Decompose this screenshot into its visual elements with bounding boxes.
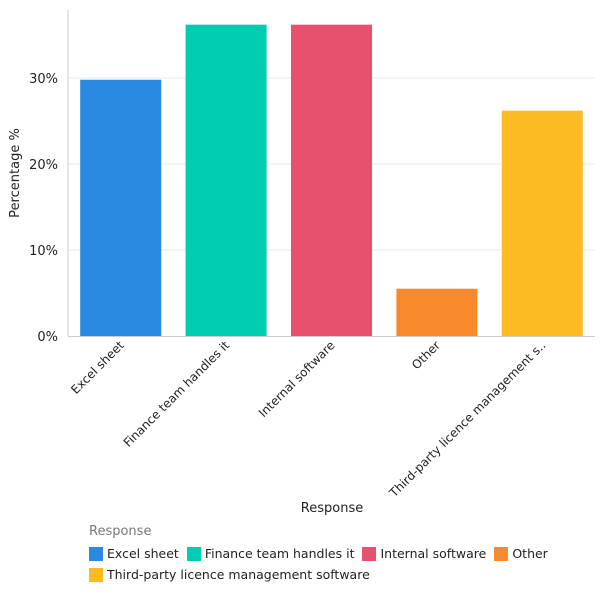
bars	[80, 24, 583, 337]
bar[interactable]	[501, 110, 583, 337]
x-tick-label: Finance team handles it	[121, 338, 233, 450]
bar[interactable]	[80, 79, 162, 336]
legend-item[interactable]: Third-party licence management software	[89, 567, 589, 582]
legend-swatch	[362, 546, 377, 561]
bar[interactable]	[396, 288, 478, 336]
y-tick-label: 20%	[29, 158, 58, 173]
y-tick-label: 0%	[37, 330, 58, 345]
legend-swatch	[494, 546, 509, 561]
x-tick-label: Other	[409, 338, 443, 372]
bar[interactable]	[185, 24, 267, 337]
legend-title: Response	[89, 524, 152, 539]
y-tick-label: 10%	[29, 244, 58, 259]
bar[interactable]	[291, 24, 372, 337]
legend: Response Excel sheet Finance team handles…	[89, 524, 589, 582]
legend-items: Excel sheet Finance team handles it Intern…	[89, 546, 589, 582]
legend-item[interactable]: Excel sheet	[89, 546, 179, 561]
y-tick-label: 30%	[29, 72, 58, 87]
x-tick-label: Internal software	[256, 338, 338, 420]
legend-label: Finance team handles it	[204, 546, 355, 561]
legend-swatch	[186, 546, 201, 561]
legend-item[interactable]: Other	[494, 546, 548, 561]
y-axis-title: Percentage %	[8, 128, 23, 218]
y-axis-ticks: 0% 10% 20% 30%	[29, 72, 58, 345]
x-axis-title: Response	[301, 501, 363, 516]
x-tick-label: Excel sheet	[68, 338, 127, 397]
legend-label: Other	[512, 546, 548, 561]
legend-label: Excel sheet	[107, 546, 179, 561]
legend-swatch	[89, 567, 103, 582]
legend-item[interactable]: Finance team handles it	[186, 546, 355, 561]
legend-item[interactable]: Internal software	[362, 546, 486, 561]
legend-label: Third-party licence management software	[107, 567, 370, 582]
legend-label: Internal software	[380, 546, 487, 561]
legend-swatch	[89, 546, 103, 561]
